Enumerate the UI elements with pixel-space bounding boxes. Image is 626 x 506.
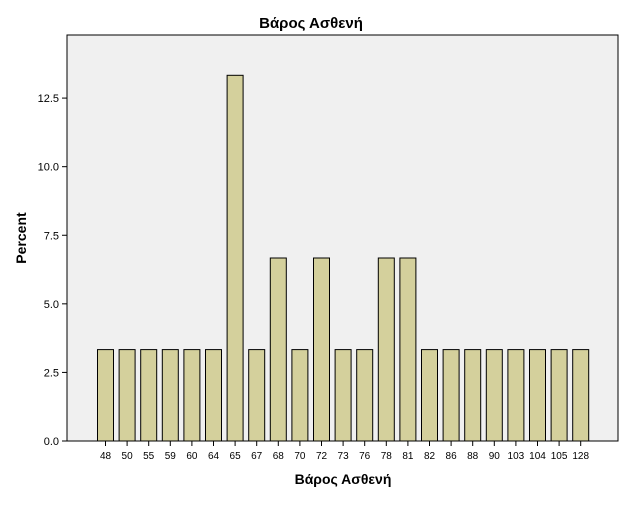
bar-103 — [507, 349, 525, 442]
bar-59 — [161, 349, 179, 442]
bar-68 — [269, 257, 287, 442]
bar-60 — [183, 349, 201, 442]
x-tick-label: 104 — [529, 451, 546, 462]
bar-70 — [291, 349, 309, 442]
y-tick-label: 0.0 — [44, 436, 59, 448]
y-tick-label: 2.5 — [44, 367, 59, 379]
x-tick-label: 72 — [316, 451, 328, 462]
x-tick-label: 73 — [338, 451, 350, 462]
x-tick-label: 70 — [294, 451, 306, 462]
y-tick-label: 5.0 — [44, 299, 59, 311]
y-axis-label: Percent — [13, 212, 29, 264]
x-tick-label: 76 — [359, 451, 371, 462]
bar-76 — [356, 349, 374, 442]
y-axis-ticks: 0.0 2.5 5.0 7.5 10.0 12.5 — [38, 93, 67, 448]
x-tick-label: 82 — [424, 451, 436, 462]
x-tick-label: 65 — [230, 451, 242, 462]
chart-title: Βάρος Ασθενή — [259, 15, 363, 32]
x-tick-label: 86 — [446, 451, 458, 462]
bar-73 — [334, 349, 352, 442]
bars-group — [97, 74, 590, 442]
x-tick-label: 81 — [402, 451, 414, 462]
bar-90 — [485, 349, 503, 442]
x-axis-label: Βάρος Ασθενή — [295, 471, 392, 487]
x-tick-label: 59 — [165, 451, 177, 462]
x-tick-label: 64 — [208, 451, 220, 462]
x-tick-label: 50 — [122, 451, 134, 462]
bar-105 — [550, 349, 568, 442]
bar-86 — [442, 349, 460, 442]
bar-55 — [140, 349, 158, 442]
x-tick-label: 55 — [143, 451, 155, 462]
bar-48 — [97, 349, 114, 442]
x-tick-label: 105 — [551, 451, 568, 462]
x-axis-ticks: 48 50 55 59 60 64 65 67 68 70 72 73 76 78 81 82 86 88 90 10… — [100, 441, 589, 462]
y-tick-label: 10.0 — [38, 162, 59, 174]
y-tick-label: 7.5 — [44, 230, 59, 242]
bar-104 — [529, 349, 546, 442]
x-tick-label: 67 — [251, 451, 263, 462]
bar-72 — [313, 257, 330, 442]
x-tick-label: 128 — [572, 451, 589, 462]
x-tick-label: 90 — [489, 451, 501, 462]
bar-50 — [118, 349, 136, 442]
bar-81 — [399, 257, 417, 442]
x-tick-label: 103 — [508, 451, 525, 462]
x-tick-label: 60 — [186, 451, 198, 462]
bar-64 — [205, 349, 222, 442]
bar-67 — [248, 349, 266, 442]
x-tick-label: 48 — [100, 451, 112, 462]
bar-82 — [421, 349, 438, 442]
bar-65 — [226, 74, 244, 442]
bar-78 — [377, 257, 395, 442]
x-tick-label: 78 — [381, 451, 393, 462]
y-tick-label: 12.5 — [38, 93, 59, 105]
x-tick-label: 88 — [467, 451, 479, 462]
bar-128 — [572, 349, 590, 442]
x-tick-label: 68 — [273, 451, 285, 462]
bar-88 — [464, 349, 482, 442]
